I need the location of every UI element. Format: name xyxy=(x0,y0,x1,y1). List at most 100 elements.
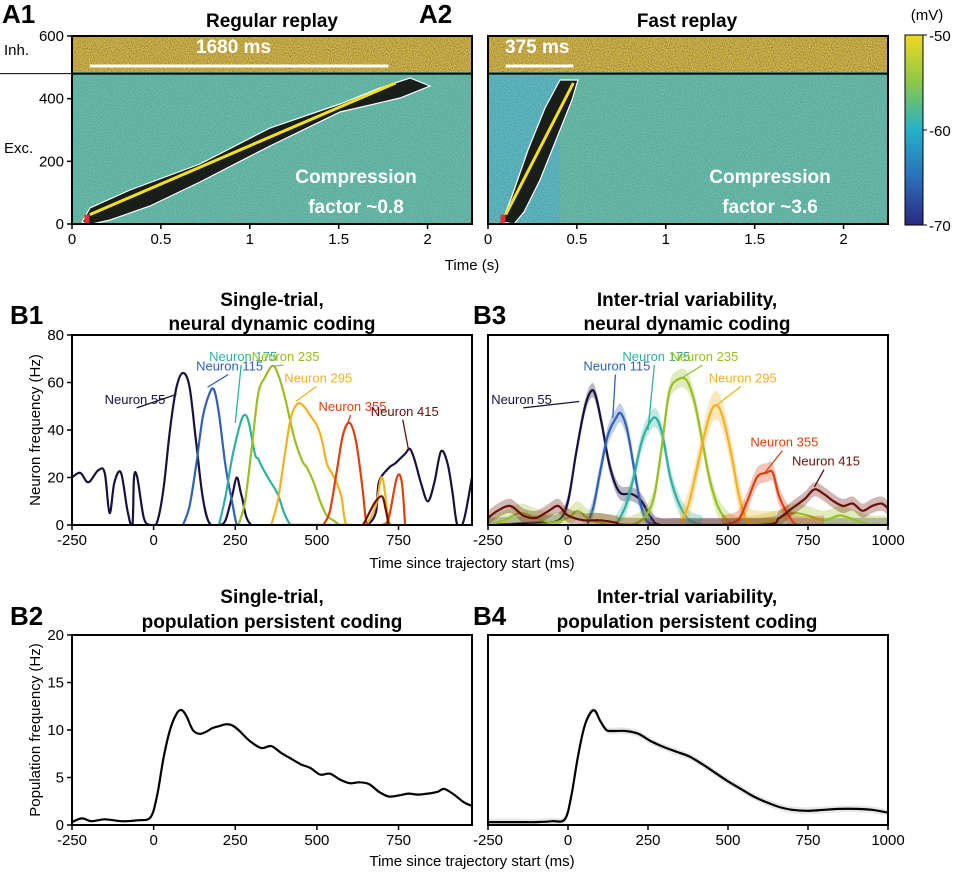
ylabel-b2: Population frequency (Hz) xyxy=(27,643,44,816)
line-b4-population xyxy=(488,709,888,824)
leader-b1-neuron-175 xyxy=(234,365,242,423)
ylabel-inh: Inh. xyxy=(4,42,29,59)
series-label-b3-neuron-115: Neuron 115 xyxy=(583,359,650,374)
xtick-label-a2-1: 0.5 xyxy=(566,231,587,248)
raster-a2 xyxy=(488,36,888,225)
annotation-a2-line2: factor ~3.6 xyxy=(722,197,818,218)
title-b1-line2: neural dynamic coding xyxy=(169,314,376,335)
panel-label-b4: B4 xyxy=(473,601,507,631)
title-b3-line2: neural dynamic coding xyxy=(584,314,791,335)
panel-a2: A2 Fast replay 0 0.5 1 1.5 2 Compression fac… xyxy=(419,0,889,248)
frame-a1 xyxy=(71,35,473,225)
ytick-label-b2-4: 20 xyxy=(47,627,64,644)
band-b4-population xyxy=(488,706,888,825)
xtick-label-b1-0: -250 xyxy=(57,532,87,549)
xtick-label-b4-0: -250 xyxy=(473,832,503,849)
frame-b3 xyxy=(487,334,889,526)
ytick-label-a1-0: 0 xyxy=(56,216,64,233)
ytick-label-b1-0: 0 xyxy=(56,517,64,534)
leader-b3-neuron-115 xyxy=(612,374,617,419)
leader-b1-neuron-115 xyxy=(207,374,229,388)
line-b3-neuron-295 xyxy=(678,404,776,525)
ytick-label-b1-4: 80 xyxy=(47,327,64,344)
panel-label-a1: A1 xyxy=(2,0,35,29)
series-label-b1-neuron-355: Neuron 355 xyxy=(319,399,387,414)
frame-b2 xyxy=(71,634,473,826)
xlabel-a: Time (s) xyxy=(445,257,499,274)
leader-b3-neuron-355 xyxy=(764,450,783,474)
xlabel-b-bottom: Time since trajectory start (ms) xyxy=(369,853,574,870)
xtick-label-a1-0: 0 xyxy=(68,231,76,248)
band-b3-neuron-295 xyxy=(680,390,776,525)
band-b3-neuron-355 xyxy=(721,461,824,525)
axes-a2: 0 0.5 1 1.5 2 xyxy=(484,35,889,248)
colorbar: (mV) -50 -60 -70 xyxy=(904,7,951,235)
line-b1-neuron-355 xyxy=(322,421,407,525)
title-b2-line2: population persistent coding xyxy=(142,612,403,633)
xtick-label-b1-4: 750 xyxy=(386,532,411,549)
title-b2-line1: Single-trial, xyxy=(220,587,323,608)
band-b3-neuron-235 xyxy=(488,368,888,525)
colorbar-gradient xyxy=(904,34,924,226)
panel-b1: B1 Single-trial, neural dynamic coding N… xyxy=(10,290,473,549)
line-b3-neuron-175 xyxy=(615,416,703,525)
series-group-b1 xyxy=(72,364,472,525)
xtick-label-b3-3: 500 xyxy=(715,532,740,549)
series-label-b1-neuron-235: Neuron 235 xyxy=(252,349,320,364)
line-b1-neuron-115 xyxy=(181,387,242,525)
ytick-label-b1-3: 60 xyxy=(47,375,64,392)
series-label-b1-neuron-295: Neuron 295 xyxy=(284,371,352,386)
scalebar-label-a1: 1680 ms xyxy=(196,37,271,58)
panel-label-b1: B1 xyxy=(10,300,43,330)
title-b4-line1: Inter-trial variability, xyxy=(597,587,777,608)
leader-b1-neuron-355 xyxy=(347,414,352,424)
ytick-label-a1-1: 200 xyxy=(39,153,64,170)
leader-b3-neuron-235 xyxy=(678,364,703,381)
xtick-label-b2-3: 500 xyxy=(304,832,329,849)
line-b3-neuron-355 xyxy=(721,469,824,525)
band-b3-neuron-415 xyxy=(488,482,888,525)
series-label-b3-neuron-235: Neuron 235 xyxy=(670,349,738,364)
ytick-label-b2-0: 0 xyxy=(56,817,64,834)
leader-b3-neuron-295 xyxy=(714,385,742,407)
annotation-a1-line1: Compression xyxy=(295,167,416,188)
xtick-label-b3-5: 1000 xyxy=(871,532,904,549)
stim-marker-a1 xyxy=(84,214,90,224)
line-b1-neuron-55 xyxy=(72,371,472,525)
line-b1-neuron-415 xyxy=(356,495,390,525)
title-a2: Fast replay xyxy=(637,11,738,32)
series-label-b3-neuron-415: Neuron 415 xyxy=(792,454,860,469)
series-label-b1-neuron-415: Neuron 415 xyxy=(371,404,439,419)
xtick-label-b3-2: 250 xyxy=(635,532,660,549)
ytick-label-b2-1: 5 xyxy=(56,770,64,787)
xtick-label-b4-4: 750 xyxy=(795,832,820,849)
title-a1: Regular replay xyxy=(206,11,338,32)
ytick-label-b2-3: 15 xyxy=(47,675,64,692)
line-b1-neuron-295 xyxy=(270,402,402,525)
xtick-label-a1-2: 1 xyxy=(246,231,254,248)
series-group-b4 xyxy=(488,706,888,825)
panel-b4: B4 Inter-trial variability, population p… xyxy=(473,587,905,849)
title-b1-line1: Single-trial, xyxy=(220,290,323,311)
series-label-b3-neuron-295: Neuron 295 xyxy=(709,371,777,386)
xtick-label-b4-3: 500 xyxy=(715,832,740,849)
colorbar-label-bottom: -70 xyxy=(929,218,951,235)
xtick-label-b2-4: 750 xyxy=(386,832,411,849)
xlabel-b-top: Time since trajectory start (ms) xyxy=(369,555,574,572)
ytick-label-b1-1: 20 xyxy=(47,470,64,487)
xtick-label-b4-5: 1000 xyxy=(871,832,904,849)
panel-b2: B2 Single-trial, population persistent c… xyxy=(10,587,473,849)
line-b3-neuron-115 xyxy=(586,411,655,525)
xtick-label-b2-0: -250 xyxy=(57,832,87,849)
line-b1-neuron-175 xyxy=(217,413,298,525)
frame-b4 xyxy=(487,634,889,826)
colorbar-label-mid: -60 xyxy=(929,123,951,140)
line-b2-population xyxy=(72,708,472,824)
xtick-label-b1-1: 0 xyxy=(149,532,157,549)
series-label-b1-neuron-55: Neuron 55 xyxy=(105,392,166,407)
xtick-label-b3-1: 0 xyxy=(564,532,572,549)
annotation-a2-line1: Compression xyxy=(709,167,830,188)
replay-band-a1 xyxy=(81,77,432,225)
